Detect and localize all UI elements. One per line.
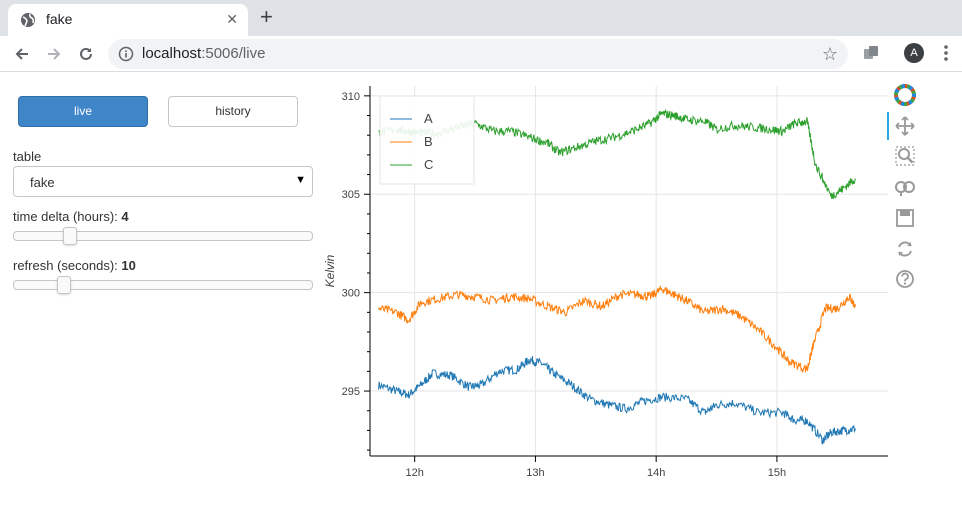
back-arrow-icon[interactable] [10,42,34,66]
time-delta-value: 4 [121,209,129,224]
browser-toolbar: localhost:5006/live ☆ [0,36,962,72]
y-tick-label: 310 [342,91,360,103]
table-label: table [13,149,42,164]
refresh-slider-handle[interactable] [56,276,71,294]
refresh-value: 10 [121,258,136,273]
url-text: localhost:5006/live [142,45,265,62]
live-button[interactable]: live [18,96,148,127]
refresh-label-text: refresh (seconds): [13,258,122,273]
browser-tab[interactable]: fake ✕ [8,4,248,36]
refresh-label: refresh (seconds): 10 [13,258,136,273]
x-tick-label: 14h [647,467,665,479]
x-tick-label: 12h [405,467,423,479]
y-tick-label: 300 [342,288,360,300]
tab-close-icon[interactable]: ✕ [226,11,238,27]
reload-icon[interactable] [74,42,98,66]
time-delta-slider[interactable] [13,227,313,245]
address-bar[interactable]: localhost:5006/live ☆ [108,39,848,69]
chevron-down-icon: ▼ [295,174,306,186]
wheel-zoom-tool-icon[interactable] [894,176,916,198]
active-tool-indicator [887,112,889,140]
pan-tool-icon[interactable] [894,115,916,137]
time-delta-label: time delta (hours): 4 [13,209,129,224]
series-line-A [378,356,856,445]
forward-arrow-icon[interactable] [42,42,66,66]
reset-tool-icon[interactable] [894,238,916,260]
refresh-slider[interactable] [13,276,313,294]
save-tool-icon[interactable] [894,207,916,229]
legend-label: B [424,134,433,149]
time-delta-slider-handle[interactable] [62,227,77,245]
tab-title: fake [46,11,73,27]
url-host: localhost [142,45,202,62]
time-delta-label-text: time delta (hours): [13,209,122,224]
browser-menu-icon[interactable] [940,44,952,62]
history-button[interactable]: history [168,96,298,127]
browser-tab-strip: fake ✕ + [0,0,962,36]
box-zoom-tool-icon[interactable] [894,145,916,167]
extension-icon[interactable] [862,44,880,62]
legend-label: C [424,157,433,172]
bokeh-logo-icon[interactable] [894,84,916,106]
help-tool-icon[interactable] [894,268,916,290]
x-tick-label: 13h [526,467,544,479]
y-axis-label: Kelvin [323,254,337,287]
temperature-chart[interactable]: 295 300 305 310 12h 13h 14h 15h Kelvin ABC [322,80,888,486]
legend-box [379,95,475,185]
new-tab-button[interactable]: + [260,4,273,29]
table-select-value: fake [30,175,55,190]
url-path: :5006/live [201,45,266,62]
profile-avatar[interactable]: A [904,43,924,63]
y-tick-label: 305 [342,189,360,201]
series-line-B [378,285,856,374]
legend-label: A [424,111,433,126]
globe-icon [20,12,36,28]
x-tick-label: 15h [768,467,786,479]
bookmark-star-icon[interactable]: ☆ [821,44,838,64]
table-select[interactable]: fake ▼ [13,166,313,197]
info-icon[interactable] [118,46,134,62]
y-tick-label: 295 [342,386,360,398]
